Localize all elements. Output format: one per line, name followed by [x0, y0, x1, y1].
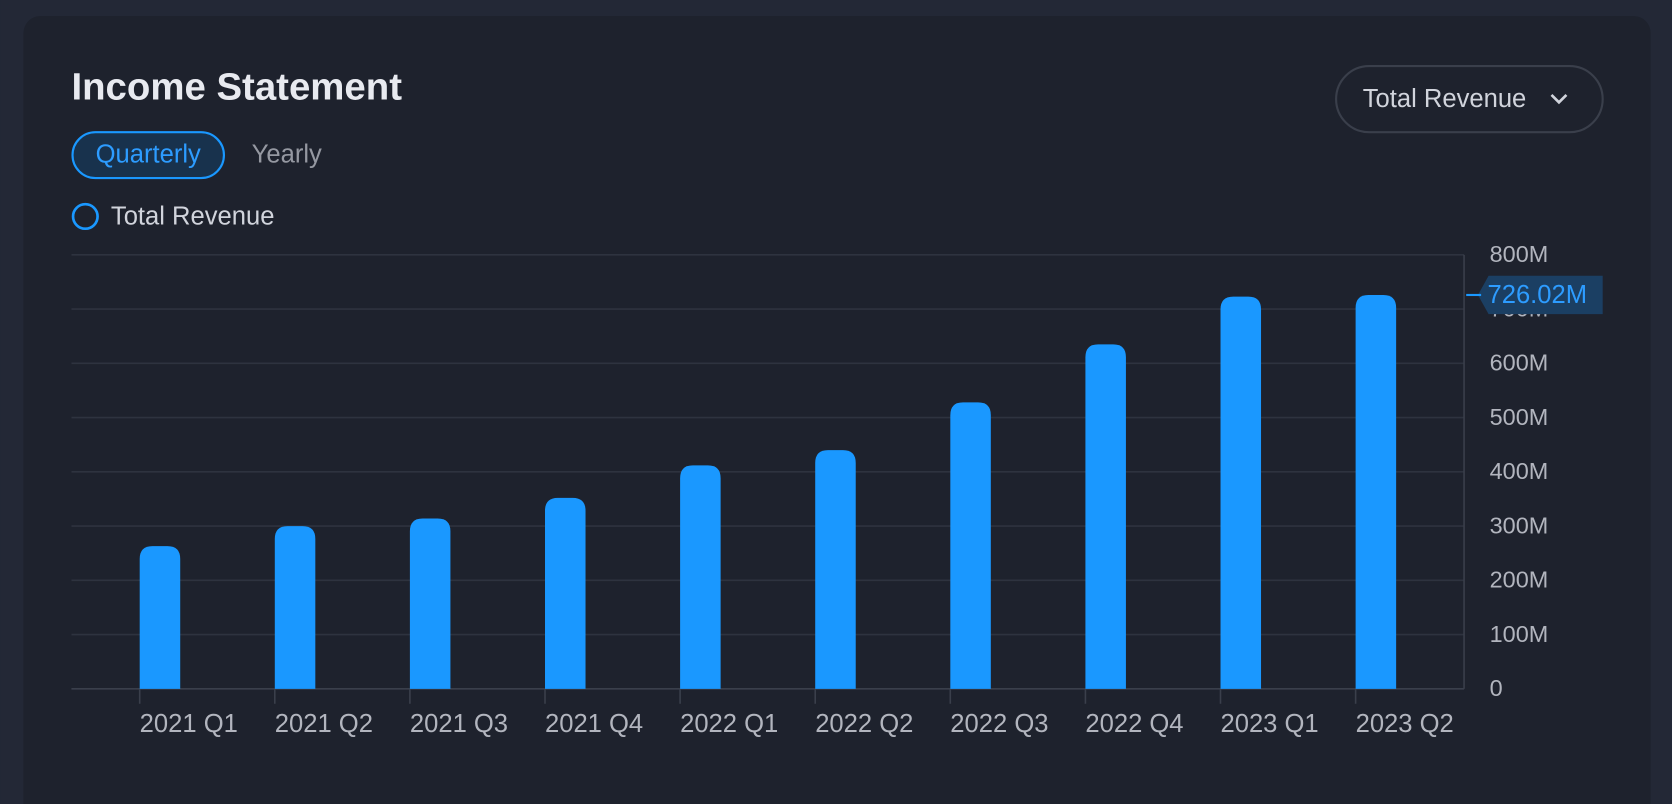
bar: [950, 402, 991, 689]
y-tick-label: 600M: [1490, 350, 1549, 376]
y-tick-label: 200M: [1490, 567, 1549, 593]
chevron[interactable]: [1550, 93, 1568, 105]
x-tick-label: 2022 Q4: [1085, 710, 1183, 738]
legend-marker: [71, 202, 99, 231]
x-tick-label: 2021 Q1: [140, 710, 238, 738]
x-tick-label: 2021 Q2: [275, 710, 373, 738]
dropdown-label[interactable]: Total Revenue: [1363, 85, 1527, 113]
y-tick-label: 300M: [1490, 512, 1549, 538]
x-tick-label: 2022 Q3: [950, 710, 1048, 738]
bar: [409, 518, 451, 689]
value-label: 726.02M: [1488, 281, 1588, 309]
x-tick-label: 2023 Q1: [1221, 710, 1319, 738]
y-tick-label: 800M: [1490, 241, 1549, 267]
x-tick-label: 2022 Q2: [815, 710, 913, 738]
bar: [545, 497, 586, 689]
bar: [139, 546, 181, 689]
y-tick-label: 500M: [1490, 404, 1549, 430]
dropdown[interactable]: [1335, 65, 1604, 134]
tab-yearly[interactable]: Yearly: [252, 140, 322, 168]
y-tick-label: 400M: [1490, 458, 1549, 484]
x-tick-label: 2021 Q4: [545, 710, 643, 738]
tab-active[interactable]: [71, 131, 226, 180]
tab-quarterly[interactable]: Quarterly: [96, 140, 201, 168]
bar: [1355, 294, 1397, 689]
bar: [1085, 344, 1126, 689]
y-tick-label: 100M: [1490, 621, 1549, 647]
x-tick-label: 2021 Q3: [410, 710, 508, 738]
price-tag: [1477, 275, 1603, 315]
legend-label: Total Revenue: [111, 202, 275, 230]
y-tick-label: 0: [1490, 675, 1503, 701]
x-tick-label: 2022 Q1: [680, 710, 778, 738]
bar: [680, 465, 721, 689]
title: Income Statement: [71, 66, 402, 109]
bar: [274, 526, 316, 689]
x-tick-label: 2023 Q2: [1356, 710, 1454, 738]
bar: [1220, 296, 1262, 689]
bar: [815, 450, 856, 689]
